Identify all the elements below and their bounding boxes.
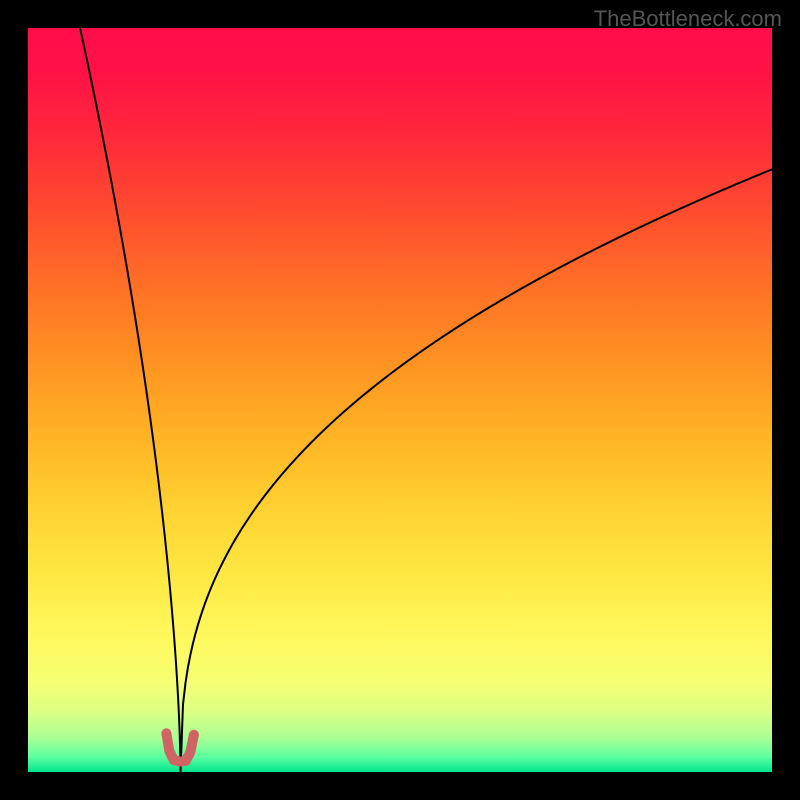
chart-plot-area [28,28,772,772]
bottleneck-curve-chart [28,28,772,772]
chart-background [28,28,772,772]
watermark-text: TheBottleneck.com [594,6,782,32]
